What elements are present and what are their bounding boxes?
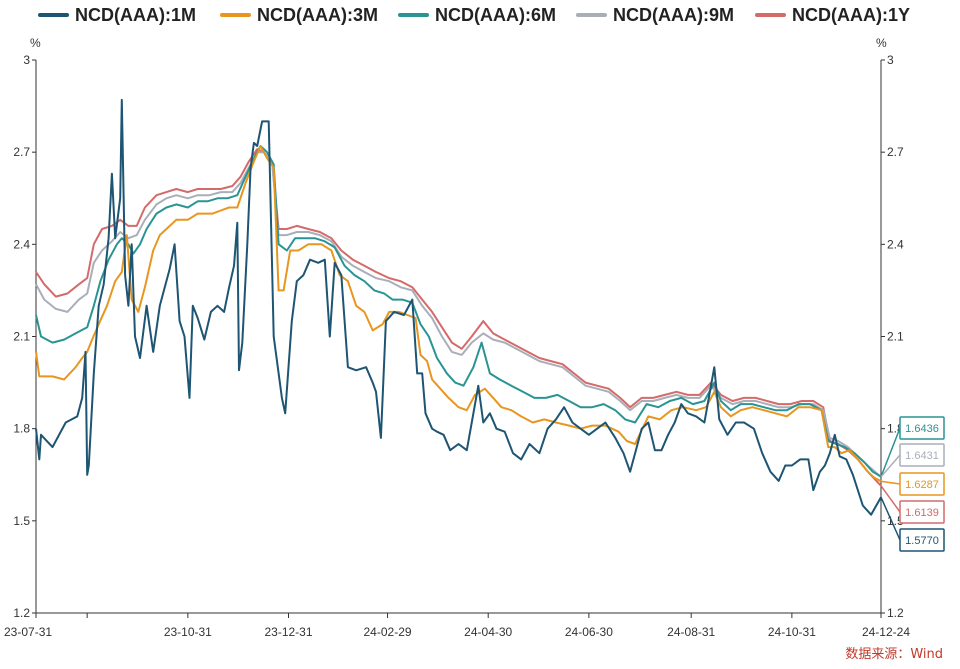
right-y-tick-label: 3 bbox=[887, 53, 894, 67]
right-y-tick-label: 2.7 bbox=[887, 145, 904, 159]
left-y-tick-label: 1.2 bbox=[13, 606, 30, 620]
right-y-tick-label: 2.1 bbox=[887, 330, 904, 344]
end-value-label: 1.6431 bbox=[905, 450, 939, 462]
right-y-tick-label: 1.2 bbox=[887, 606, 904, 620]
legend-label: NCD(AAA):1M bbox=[75, 5, 196, 25]
end-label-box bbox=[899, 472, 945, 496]
end-label-box bbox=[899, 443, 945, 467]
end-label-box bbox=[899, 528, 945, 552]
chart-series bbox=[35, 98, 882, 516]
series-line bbox=[35, 151, 882, 478]
end-value-label: 1.6287 bbox=[905, 479, 939, 491]
x-tick-label: 23-07-31 bbox=[4, 625, 52, 639]
end-value-label: 1.6436 bbox=[905, 423, 939, 435]
source-note: 数据来源：Wind bbox=[845, 647, 943, 662]
left-y-tick-label: 3 bbox=[23, 53, 30, 67]
x-tick-label: 24-06-30 bbox=[565, 625, 613, 639]
legend-label: NCD(AAA):1Y bbox=[792, 5, 910, 25]
legend-label: NCD(AAA):9M bbox=[613, 5, 734, 25]
end-label-leader bbox=[880, 485, 901, 513]
x-tick-label: 24-04-30 bbox=[464, 625, 512, 639]
series-line bbox=[35, 145, 882, 478]
end-value-label: 1.5770 bbox=[905, 535, 939, 547]
chart-legend: NCD(AAA):1M NCD(AAA):3M NCD(AAA):6M NCD(AAA… bbox=[38, 5, 910, 25]
chart-axes: % % bbox=[30, 36, 887, 614]
left-y-tick-label: 1.5 bbox=[13, 514, 30, 528]
series-line bbox=[35, 145, 882, 483]
left-y-tick-label: 1.8 bbox=[13, 422, 30, 436]
series-line bbox=[35, 98, 882, 516]
x-tick-label: 23-10-31 bbox=[164, 625, 212, 639]
chart-ticks: 1.2 1.21.5 1.51.8 1.82.1 2.12.4 2.42.7 2.73 323… bbox=[4, 53, 910, 639]
legend-label: NCD(AAA):3M bbox=[257, 5, 378, 25]
series-line bbox=[35, 148, 882, 487]
right-y-unit: % bbox=[876, 36, 887, 50]
x-tick-label: 24-08-31 bbox=[667, 625, 715, 639]
end-value-labels: 1.6436 1.6431 1.6287 1.6139 1.5770 bbox=[880, 416, 945, 552]
end-label-leader bbox=[880, 480, 901, 485]
end-label-box bbox=[899, 416, 945, 440]
x-tick-label: 23-12-31 bbox=[264, 625, 312, 639]
left-y-tick-label: 2.7 bbox=[13, 145, 30, 159]
right-y-tick-label: 2.4 bbox=[887, 237, 904, 251]
x-tick-label: 24-12-24 bbox=[862, 625, 910, 639]
left-y-tick-label: 2.1 bbox=[13, 330, 30, 344]
end-label-leader bbox=[880, 427, 901, 477]
end-label-leader bbox=[880, 496, 901, 541]
x-tick-label: 24-10-31 bbox=[768, 625, 816, 639]
end-label-leader bbox=[880, 454, 901, 478]
end-value-label: 1.6139 bbox=[905, 507, 939, 519]
x-tick-label: 24-02-29 bbox=[364, 625, 412, 639]
left-y-tick-label: 2.4 bbox=[13, 237, 30, 251]
left-y-unit: % bbox=[30, 36, 41, 50]
legend-label: NCD(AAA):6M bbox=[435, 5, 556, 25]
end-label-box bbox=[899, 500, 945, 524]
